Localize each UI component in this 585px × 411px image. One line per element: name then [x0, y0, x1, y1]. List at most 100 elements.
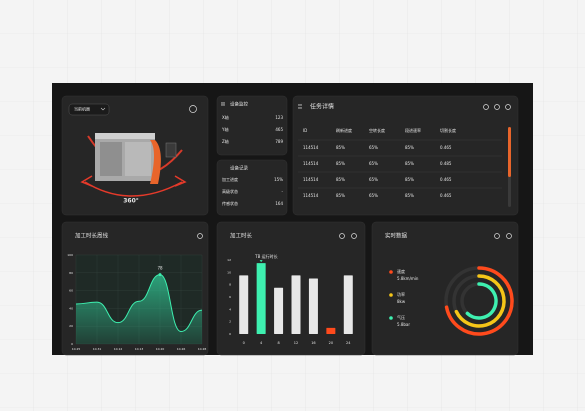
- status-row-value: 465: [275, 127, 283, 132]
- bar: [326, 327, 336, 334]
- x-tick-label: 16: [311, 341, 315, 345]
- legend-name: 功率: [397, 291, 405, 297]
- y-tick-label: 0: [229, 332, 231, 336]
- y-tick-label: 4: [229, 307, 231, 311]
- record-row-label: 加工进度: [222, 176, 238, 182]
- status-row-label: Z轴: [222, 138, 229, 144]
- chevron: [100, 107, 106, 111]
- y-tick-label: 10: [227, 270, 231, 274]
- panel-icons[interactable]: [197, 104, 512, 239]
- line: [75, 274, 203, 333]
- bar: [308, 278, 318, 334]
- record-row-label: 高级状态: [222, 188, 238, 194]
- y-tick-label: 0: [71, 342, 73, 346]
- legend-dot: [389, 316, 393, 320]
- table-cell: 0.465: [440, 145, 452, 150]
- x-tick-label: 10.26: [177, 347, 186, 351]
- table-cell: 85%: [405, 145, 414, 150]
- rotation-label: 360°: [123, 198, 139, 205]
- status-row-label: Y轴: [221, 126, 228, 132]
- status-panel: [216, 95, 288, 156]
- peak-label: 78: [157, 266, 163, 271]
- y-tick-label: 2: [229, 320, 231, 324]
- table-header: ID: [303, 128, 307, 133]
- x-tick-label: 10.28: [198, 347, 207, 351]
- table-cell: 0.465: [440, 177, 452, 182]
- y-tick-label: 60: [69, 289, 73, 293]
- table-cell: 85%: [336, 177, 345, 182]
- x-tick-label: 12: [294, 341, 298, 345]
- table-cell: 65%: [369, 161, 378, 166]
- scroll-thumb[interactable]: [508, 127, 511, 177]
- table-cell: 114514: [303, 177, 319, 182]
- legend-value: 8kw: [397, 299, 406, 304]
- table-header: 切割长度: [440, 127, 456, 133]
- table-cell: 0.465: [440, 193, 452, 198]
- legend-dot: [389, 270, 393, 274]
- selector-text: 当前机器: [74, 106, 90, 112]
- x-tick-label: 0: [243, 341, 245, 345]
- record-row-value: -: [282, 189, 284, 194]
- legend-name: 速度: [397, 268, 405, 274]
- table-cell: 85%: [405, 161, 414, 166]
- status-title: 设备监控: [230, 101, 248, 108]
- table-cell: 85%: [336, 161, 345, 166]
- machine-image: [80, 133, 187, 197]
- table-cell: 85%: [336, 193, 345, 198]
- table-cell: 85%: [336, 145, 345, 150]
- y-tick-label: 6: [229, 295, 231, 299]
- y-tick-label: 8: [229, 283, 231, 287]
- x-tick-label: 10.31: [93, 347, 102, 351]
- annotation-pointer: [259, 260, 263, 263]
- y-tick-label: 12: [227, 258, 231, 262]
- task-title: 任务详情: [310, 103, 334, 111]
- bar: [274, 287, 284, 334]
- bar: [291, 275, 301, 334]
- y-tick-label: 100: [67, 253, 73, 257]
- bar: [239, 275, 249, 334]
- peak-dot: [158, 273, 162, 277]
- legend-name: 气压: [397, 314, 405, 320]
- y-tick-label: 80: [69, 271, 73, 275]
- table-cell: 114514: [303, 161, 319, 166]
- record-row-value: 15%: [274, 177, 283, 182]
- table-cell: 65%: [369, 193, 378, 198]
- ring-arc: [444, 266, 514, 336]
- table-header: 段进速率: [405, 127, 421, 133]
- record-panel: [216, 159, 288, 216]
- x-tick-label: 24: [346, 341, 351, 345]
- table-cell: 65%: [369, 177, 378, 182]
- rings-panel: [371, 221, 519, 356]
- x-tick-label: 8: [277, 341, 279, 345]
- legend-value: 5.8bar: [397, 322, 410, 327]
- bar-annotation: TB 运行时长: [254, 253, 277, 259]
- ring-arc: [465, 282, 498, 320]
- x-tick-label: 10.25: [72, 347, 81, 351]
- machine-selector[interactable]: [68, 103, 110, 116]
- chart-title: 加工时长周线: [75, 232, 109, 240]
- record-title: 设备记录: [230, 165, 248, 172]
- power-icon[interactable]: [189, 105, 197, 113]
- y-tick-label: 20: [69, 324, 73, 328]
- y-tick-label: 40: [69, 306, 73, 310]
- bar: [343, 275, 353, 334]
- bar: [256, 263, 266, 334]
- bar-panel: [216, 221, 366, 356]
- table-cell: 85%: [405, 193, 414, 198]
- record-row-label: 传感状态: [222, 200, 238, 206]
- legend-dot: [389, 293, 393, 297]
- table-cell: 114514: [303, 145, 319, 150]
- table-cell: 114514: [303, 193, 319, 198]
- table-cell: 0.485: [440, 161, 452, 166]
- x-tick-label: 4: [260, 341, 263, 345]
- drag-handles: [221, 102, 302, 109]
- chart-title: 实时数据: [385, 232, 408, 240]
- chart-title: 加工时长: [230, 232, 253, 240]
- table-header: 刷新进度: [336, 127, 352, 133]
- status-row-value: 123: [275, 115, 283, 120]
- area: [76, 274, 202, 344]
- ring-arc: [454, 274, 506, 328]
- table-header: 空转长度: [369, 127, 385, 133]
